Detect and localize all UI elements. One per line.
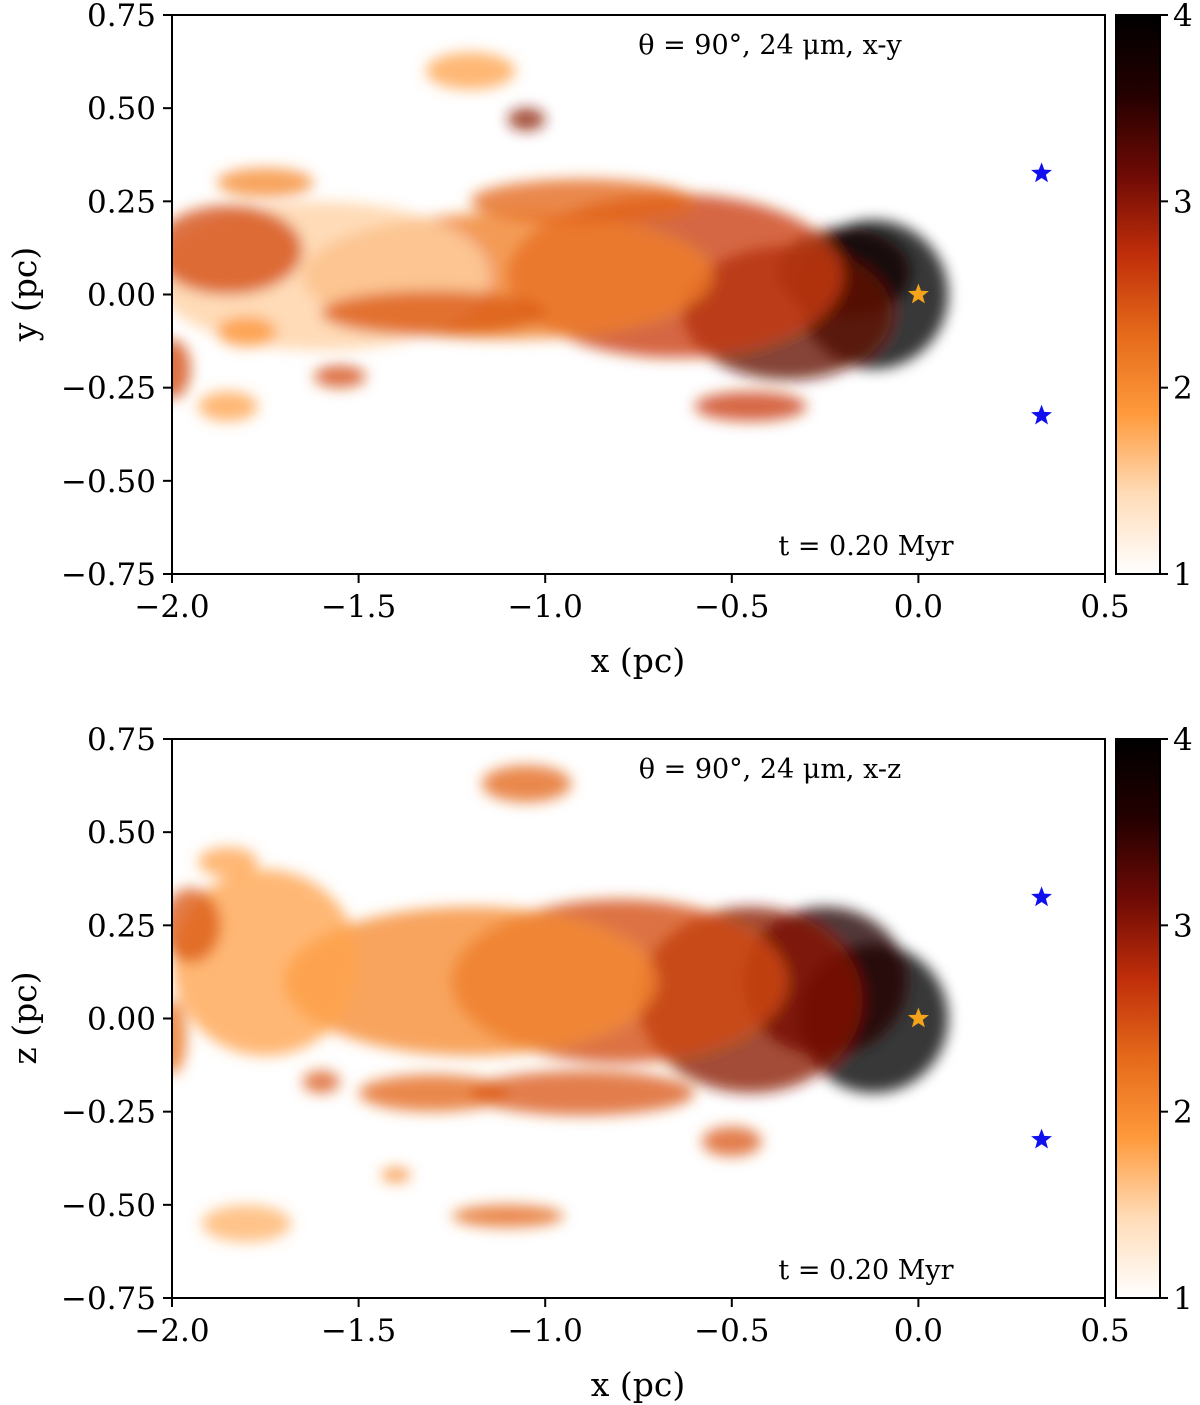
colorbar-tick-label: 4 [1173,0,1193,34]
y-tick-label: −0.50 [61,1188,156,1224]
colorbar-tick-label: 3 [1173,184,1193,220]
emission-blob [172,205,303,295]
orange-star-icon [907,1007,929,1028]
x-tick-label: −0.5 [694,1313,769,1349]
y-tick-label: 0.50 [87,815,156,851]
emission-blob [321,290,546,336]
emission-blob [198,391,258,422]
panel-xz: −2.0 −1.5 −1.0 −0.5 0.0 0.5 0.75 0.50 0.25 0.00 −… [5,722,1193,1404]
emission-map-xz [172,765,949,1243]
emission-blob [425,52,516,90]
y-tick-label: −0.25 [61,1095,156,1131]
star-markers-xz [907,886,1052,1149]
emission-blob [694,391,807,422]
panel-annotation: θ = 90°, 24 μm, x-z [639,754,901,785]
y-tick-label: 0.00 [87,1002,156,1038]
emission-blob [381,1167,411,1183]
emission-blob [284,906,658,1056]
emission-blob [198,847,258,877]
x-tick-label: −1.0 [508,1313,583,1349]
emission-blob [201,1204,292,1243]
y-tick-label: 0.25 [87,908,156,944]
y-tick-label: −0.75 [61,1281,156,1317]
x-tick-label: 0.5 [1080,589,1129,625]
x-tick-label: −1.5 [321,1313,396,1349]
x-tick-label: −1.0 [508,589,583,625]
y-tick-label: −0.50 [61,464,156,500]
x-tick-label: 0.0 [894,1313,943,1349]
panel-xy: −2.0 −1.5 −1.0 −0.5 0.0 0.5 0.75 0.50 0.25 0.00 −… [5,0,1193,680]
blue-star-upper-icon [1031,886,1052,907]
y-tick-label: 0.50 [87,91,156,127]
emission-blob [302,1070,340,1094]
y-tick-label: 0.75 [87,722,156,758]
emission-blob [470,1070,695,1116]
emission-blob [216,316,277,347]
emission-blob [216,167,314,198]
colorbar-tick-label: 2 [1173,1095,1193,1131]
orange-star-icon [907,283,929,304]
time-label: t = 0.20 Myr [778,1255,953,1286]
colorbar-ticks: 4 3 2 1 [1160,722,1193,1317]
emission-map-xy [172,52,949,422]
colorbar-tick-label: 1 [1173,1281,1193,1317]
x-axis-ticks: −2.0 −1.5 −1.0 −0.5 0.0 0.5 [134,1298,1130,1349]
y-tick-label: −0.25 [61,371,156,407]
y-axis-label: z (pc) [5,971,44,1064]
colorbar [1115,738,1161,1299]
emission-blob [172,339,191,399]
colorbar-tick-label: 3 [1173,908,1193,944]
y-tick-label: −0.75 [61,557,156,593]
emission-blob [313,365,366,388]
blue-star-lower-icon [1031,404,1052,425]
x-tick-label: −2.0 [134,1313,209,1349]
colorbar-tick-label: 4 [1173,722,1193,758]
x-axis-label: x (pc) [591,641,685,680]
colorbar-ticks: 4 3 2 1 [1160,0,1193,593]
y-axis-label: y (pc) [5,247,44,343]
y-axis-ticks: 0.75 0.50 0.25 0.00 −0.25 −0.50 −0.75 [61,722,172,1317]
x-axis-ticks: −2.0 −1.5 −1.0 −0.5 0.0 0.5 [134,574,1130,625]
emission-blob [481,765,572,803]
x-tick-label: −2.0 [134,589,209,625]
y-tick-label: 0.25 [87,184,156,220]
colorbar [1115,14,1161,575]
emission-blob [470,178,695,224]
x-axis-label: x (pc) [591,1365,685,1404]
colorbar-tick-label: 1 [1173,557,1193,593]
time-label: t = 0.20 Myr [778,531,953,562]
panel-annotation: θ = 90°, 24 μm, x-y [638,30,902,61]
x-tick-label: 0.0 [894,589,943,625]
emission-blob [507,108,546,131]
blue-star-upper-icon [1031,162,1052,183]
emission-blob [172,999,187,1075]
x-tick-label: −1.5 [321,589,396,625]
emission-blob [701,1126,762,1157]
y-tick-label: 0.00 [87,278,156,314]
emission-blob [451,1204,564,1228]
colorbar-tick-label: 2 [1173,371,1193,407]
y-tick-label: 0.75 [87,0,156,34]
emission-blob [172,888,221,963]
y-axis-ticks: 0.75 0.50 0.25 0.00 −0.25 −0.50 −0.75 [61,0,172,593]
star-markers-xy [907,162,1052,425]
x-tick-label: 0.5 [1080,1313,1129,1349]
emission-blob [358,1074,508,1112]
x-tick-label: −0.5 [694,589,769,625]
blue-star-lower-icon [1031,1128,1052,1149]
